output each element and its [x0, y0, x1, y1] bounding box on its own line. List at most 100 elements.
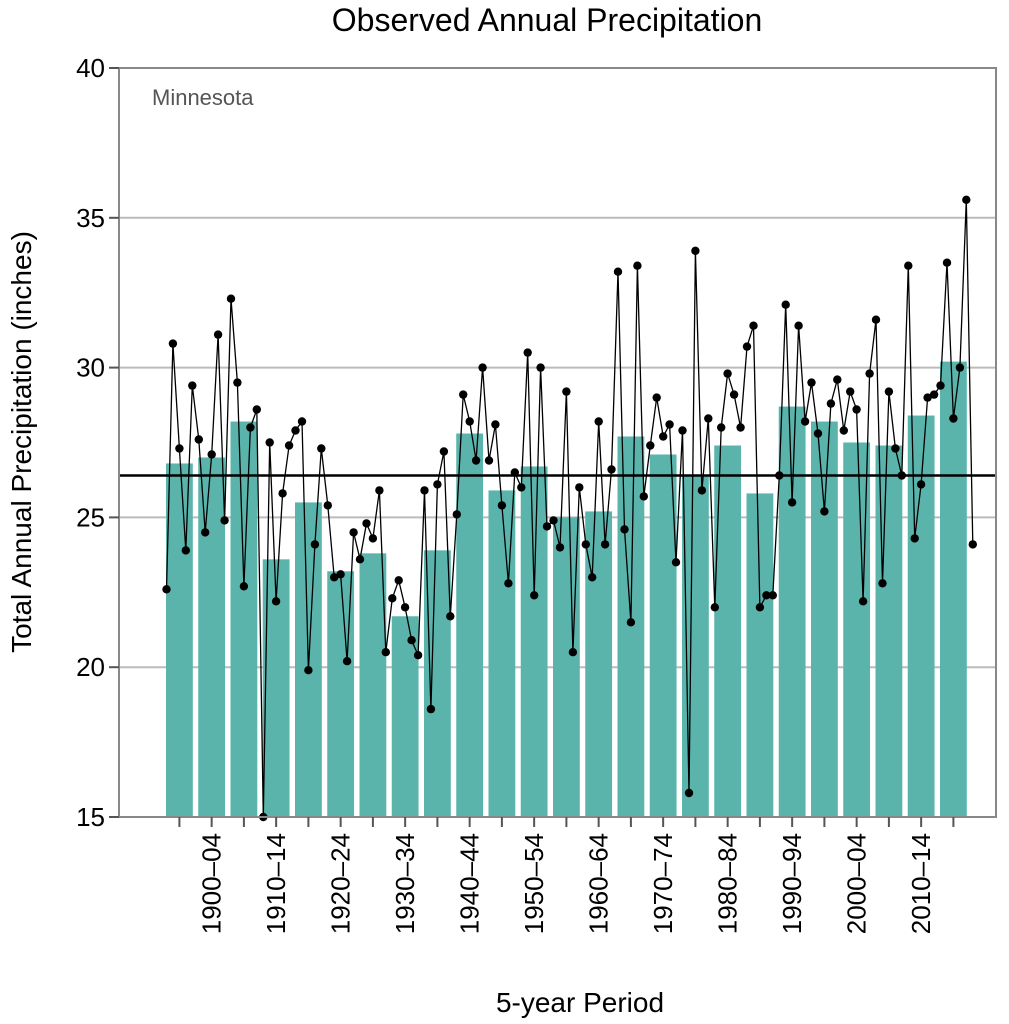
annual-point	[342, 657, 352, 666]
bar	[778, 406, 806, 817]
annual-point	[710, 603, 719, 612]
annual-point	[916, 480, 926, 489]
annual-point	[813, 429, 823, 438]
annual-point	[749, 321, 758, 330]
annual-point	[904, 261, 913, 270]
y-axis-label: Total Annual Precipitation (inches)	[6, 231, 37, 653]
annual-point	[846, 387, 855, 396]
annual-point	[304, 666, 313, 675]
annual-point	[858, 597, 868, 606]
annual-point	[188, 381, 197, 390]
annual-point	[620, 525, 629, 534]
x-tick-label: 1920–24	[326, 833, 356, 934]
annual-point	[278, 489, 287, 498]
annual-point	[626, 618, 636, 627]
bar	[617, 436, 645, 817]
annual-point	[523, 348, 532, 357]
bar	[166, 463, 193, 817]
annual-point	[388, 594, 397, 603]
x-tick-label: 1900–04	[197, 833, 227, 934]
y-axis-ticks: 15 20 25 30 35 40	[76, 53, 119, 832]
region-label: Minnesota	[152, 85, 254, 110]
x-axis-label: 5-year Period	[496, 987, 664, 1018]
annual-point	[291, 426, 300, 435]
annual-point	[600, 540, 610, 549]
annual-point	[549, 516, 558, 525]
annual-point	[697, 486, 707, 495]
annual-point	[355, 555, 365, 564]
annual-point	[665, 420, 674, 429]
annual-point	[852, 405, 861, 414]
annual-point	[459, 390, 468, 399]
x-tick-label: 2010–14	[906, 833, 936, 934]
annual-point	[652, 393, 661, 402]
annual-point	[607, 465, 616, 474]
annual-point	[239, 582, 249, 591]
annual-point	[865, 369, 874, 378]
y-tick-label: 25	[76, 502, 105, 532]
annual-point	[375, 486, 384, 495]
bar	[585, 511, 613, 817]
bar	[940, 361, 967, 817]
annual-point	[704, 414, 713, 423]
annual-point	[910, 534, 919, 543]
annual-point	[517, 483, 526, 492]
chart-title: Observed Annual Precipitation	[332, 2, 762, 38]
annual-point	[252, 405, 261, 414]
annual-point	[878, 579, 887, 588]
annual-point	[729, 390, 739, 399]
bar	[875, 445, 903, 817]
annual-line-series	[162, 195, 977, 822]
annual-point	[536, 363, 545, 372]
annual-point	[330, 573, 339, 582]
x-tick-label: 1970–74	[648, 833, 678, 934]
annual-point	[317, 444, 326, 453]
annual-point	[284, 441, 294, 450]
annual-point	[400, 603, 410, 612]
annual-point	[213, 330, 223, 339]
annual-point	[471, 456, 481, 465]
annual-point	[201, 528, 210, 537]
annual-point	[942, 258, 952, 267]
annual-point	[962, 195, 971, 204]
annual-point	[588, 573, 597, 582]
annual-point	[542, 522, 552, 531]
annual-point	[884, 387, 894, 396]
annual-point	[394, 576, 403, 585]
annual-point	[491, 420, 500, 429]
annual-point	[323, 501, 332, 510]
annual-point	[807, 378, 816, 387]
bar-series	[166, 361, 967, 817]
annual-point	[787, 498, 797, 507]
annual-point	[968, 540, 977, 549]
x-tick-label: 1910–14	[261, 833, 291, 934]
y-tick-label: 20	[76, 652, 105, 682]
annual-point	[162, 585, 171, 594]
annual-point	[246, 423, 255, 432]
bar	[456, 433, 484, 817]
annual-point	[659, 432, 668, 441]
annual-point	[717, 423, 726, 432]
x-tick-label: 1980–84	[713, 833, 743, 934]
bar	[520, 466, 548, 817]
annual-point	[742, 342, 752, 351]
annual-point	[839, 426, 848, 435]
annual-point	[613, 267, 623, 276]
annual-point	[691, 246, 700, 255]
annual-point	[646, 441, 655, 450]
x-tick-label: 1990–94	[777, 833, 807, 934]
annual-point	[439, 447, 449, 456]
annual-point	[871, 315, 881, 324]
bar	[424, 550, 451, 817]
annual-point	[929, 390, 939, 399]
annual-point	[362, 519, 371, 528]
annual-point	[897, 471, 906, 480]
annual-point	[484, 456, 494, 465]
annual-point	[723, 369, 732, 378]
annual-point	[775, 471, 784, 480]
annual-point	[310, 540, 320, 549]
y-tick-label: 40	[76, 53, 105, 83]
bar	[553, 517, 580, 817]
